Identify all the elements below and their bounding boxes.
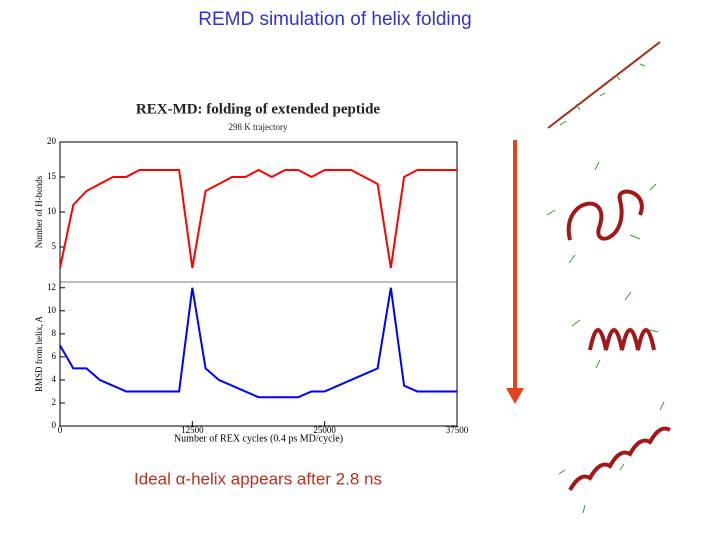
caption: Ideal α-helix appears after 2.8 ns xyxy=(134,469,382,488)
chart-title: REX-MD: folding of extended peptide xyxy=(136,101,381,117)
x-tick-label: 25000 xyxy=(313,425,336,435)
x-tick-label: 37500 xyxy=(446,425,469,435)
peptide-images xyxy=(546,41,672,514)
x-axis-label: Number of REX cycles (0.4 ps MD/cycle) xyxy=(174,433,343,444)
y-tick-label: 2 xyxy=(52,397,57,407)
y-axis-label: RMSD from helix, A xyxy=(34,316,44,393)
y-tick-label: 5 xyxy=(52,241,57,251)
data-line xyxy=(59,168,457,269)
x-tick-label: 12500 xyxy=(181,425,204,435)
y-tick-label: 0 xyxy=(52,420,57,430)
y-tick-label: 4 xyxy=(52,374,57,384)
x-tick-label: 0 xyxy=(58,425,63,435)
y-tick-label: 8 xyxy=(52,328,57,338)
y-tick-label: 20 xyxy=(47,136,57,146)
y-tick-label: 10 xyxy=(47,305,57,315)
plot-frame xyxy=(59,141,458,427)
arrow xyxy=(506,140,524,404)
data-line xyxy=(59,287,457,399)
chart-subtitle: 298 K trajectory xyxy=(229,122,288,132)
slide-title: REMD simulation of helix folding xyxy=(198,9,472,30)
y-tick-label: 6 xyxy=(52,351,57,361)
y-tick-label: 10 xyxy=(47,206,57,216)
y-tick-label: 15 xyxy=(47,171,57,181)
y-axis-label: Number of H-bonds xyxy=(34,175,44,248)
y-tick-label: 12 xyxy=(47,282,56,292)
